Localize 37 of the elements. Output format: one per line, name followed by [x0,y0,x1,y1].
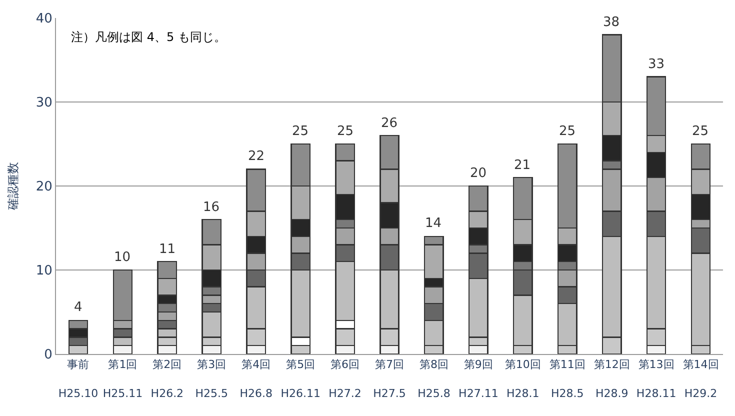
total-label: 25 [292,124,309,139]
category-label: 第8回 H25.8 [418,358,450,400]
y-tick-label: 0 [44,348,52,363]
category-label: 第7回 H27.5 [373,358,406,400]
category-label: 第10回 H28.1 [504,358,541,400]
total-label: 20 [470,166,487,181]
category-label: 第13回 H28.11 [636,358,676,400]
category-label: 第14回 H29.2 [682,358,719,400]
category-label: 第11回 H28.5 [549,358,586,400]
total-label: 33 [648,57,665,72]
total-label: 14 [425,216,442,231]
y-tick-label: 30 [36,96,52,111]
category-label: 第9回 H27.11 [458,358,498,400]
y-tick-label: 40 [36,12,52,27]
category-label: 第1回 H25.11 [102,358,143,400]
y-axis-title: 確認種数 [6,162,20,211]
y-tick-label: 20 [36,180,52,195]
total-label: 25 [692,124,709,139]
total-label: 4 [74,300,82,315]
total-label: 25 [559,124,576,139]
total-label: 11 [159,242,176,257]
category-label: 第5回 H26.11 [280,358,320,400]
category-label: 第4回 H26.8 [240,358,272,400]
total-label: 25 [337,124,354,139]
category-label: 第12回 H28.9 [594,358,630,400]
annotation: 注）凡例は図 4、5 も同じ。 [71,30,226,44]
category-label: 第6回 H27.2 [328,358,362,400]
total-label: 16 [203,200,220,215]
category-label: 事前 H25.10 [58,358,98,400]
total-label: 26 [381,116,398,131]
total-label: 22 [248,149,265,164]
category-label: 第3回 H25.5 [195,358,228,400]
total-label: 10 [114,250,131,265]
category-label: 第2回 H26.2 [150,358,184,400]
total-label: 38 [603,15,620,30]
total-label: 21 [514,158,531,173]
y-tick-label: 10 [36,264,52,279]
